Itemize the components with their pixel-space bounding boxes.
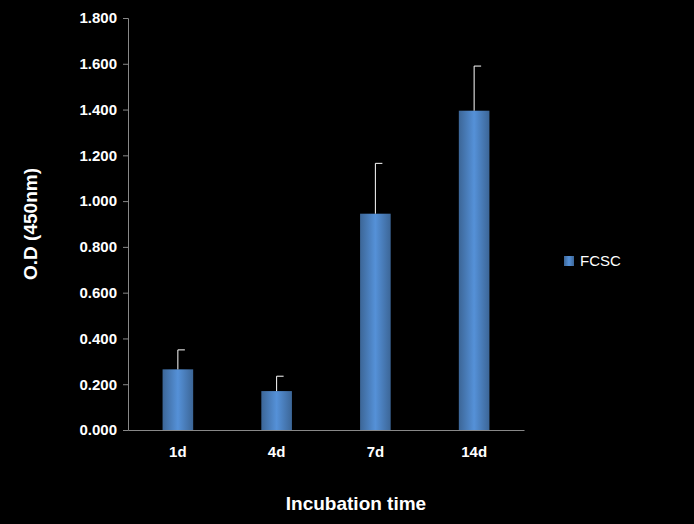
y-tick: 1.200 — [79, 147, 128, 164]
y-tick: 0.200 — [79, 376, 128, 393]
error-bar — [375, 163, 382, 213]
y-tick-label: 1.200 — [79, 147, 117, 164]
legend: FCSC — [564, 252, 621, 269]
error-bar — [277, 376, 284, 391]
error-bar-stem — [474, 66, 475, 111]
error-bar — [474, 66, 481, 111]
error-bar-cap — [474, 66, 481, 67]
legend-label: FCSC — [580, 252, 621, 269]
x-tick: 1d — [169, 430, 187, 460]
y-tick-label: 0.000 — [79, 421, 117, 438]
x-tick-label: 1d — [169, 443, 187, 460]
x-tick-label: 4d — [268, 443, 286, 460]
x-tick: 4d — [268, 430, 286, 460]
bar — [360, 214, 391, 430]
y-tick-label: 1.400 — [79, 101, 117, 118]
y-tick: 0.600 — [79, 284, 128, 301]
y-tick-label: 1.000 — [79, 192, 117, 209]
y-tick-mark — [123, 384, 128, 385]
x-tick: 14d — [461, 430, 487, 460]
y-tick: 1.800 — [79, 9, 128, 26]
y-tick-label: 0.600 — [79, 284, 117, 301]
chart: 0.000 0.200 0.400 0.600 0.800 1.000 1.200 1.400… — [0, 0, 694, 524]
y-tick-mark — [123, 18, 128, 19]
bar — [163, 369, 194, 430]
bar — [459, 111, 490, 430]
y-tick: 0.400 — [79, 330, 128, 347]
error-bar-cap — [375, 163, 382, 164]
bar — [261, 391, 292, 430]
plot-area — [163, 66, 490, 430]
x-axis: 1d 4d 7d 14d — [129, 430, 525, 460]
error-bar — [178, 350, 185, 369]
y-tick-label: 0.200 — [79, 376, 117, 393]
y-tick: 1.400 — [79, 101, 128, 118]
error-bar-cap — [277, 376, 284, 377]
x-tick: 7d — [367, 430, 385, 460]
y-tick: 1.600 — [79, 55, 128, 72]
y-tick: 0.800 — [79, 238, 128, 255]
error-bar-stem — [177, 350, 178, 369]
y-tick-mark — [123, 338, 128, 339]
y-tick-mark — [123, 201, 128, 202]
y-tick-label: 1.600 — [79, 55, 117, 72]
y-tick-mark — [123, 155, 128, 156]
y-tick-mark — [123, 110, 128, 111]
y-tick-mark — [123, 430, 128, 431]
x-tick-label: 14d — [461, 443, 487, 460]
y-tick-label: 0.400 — [79, 330, 117, 347]
x-axis-title: Incubation time — [286, 493, 426, 514]
y-tick-mark — [123, 293, 128, 294]
error-bar-stem — [276, 376, 277, 391]
x-axis-line — [129, 430, 525, 431]
background — [0, 0, 694, 524]
legend-swatch — [564, 256, 574, 266]
y-tick-label: 0.800 — [79, 238, 117, 255]
y-tick: 1.000 — [79, 192, 128, 209]
y-tick-mark — [123, 247, 128, 248]
y-axis-line — [123, 19, 129, 431]
y-tick-label: 1.800 — [79, 9, 117, 26]
y-tick: 0.000 — [79, 421, 128, 438]
x-tick-label: 7d — [367, 443, 385, 460]
y-tick-mark — [123, 64, 128, 65]
y-axis: 0.000 0.200 0.400 0.600 0.800 1.000 1.200 1.400… — [79, 9, 128, 438]
error-bar-cap — [178, 349, 185, 350]
y-axis-title: O.D (450nm) — [20, 168, 41, 280]
error-bar-stem — [375, 163, 376, 213]
